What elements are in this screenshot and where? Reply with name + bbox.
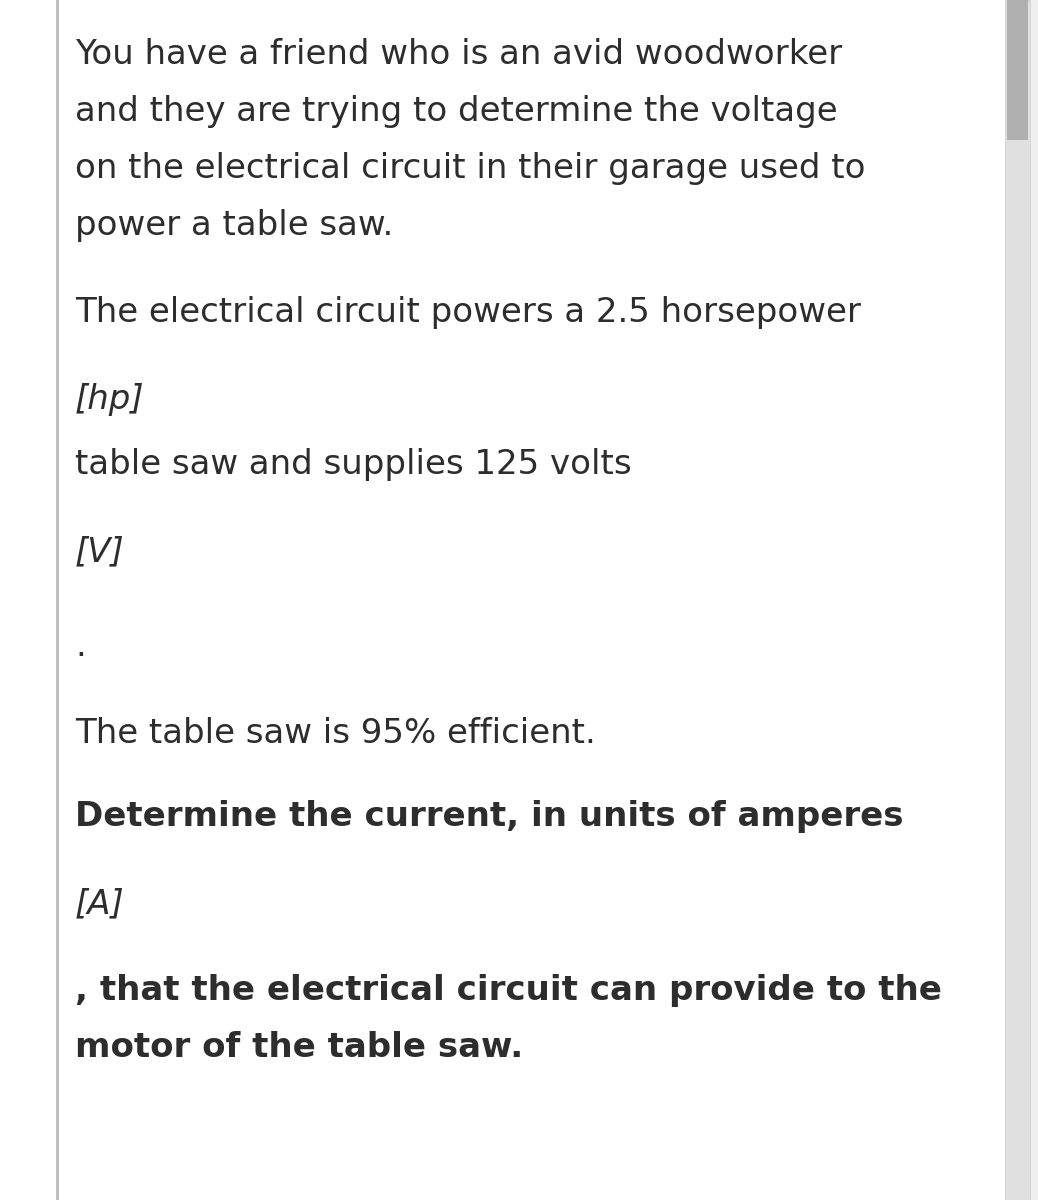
Text: [A]: [A] <box>75 887 125 920</box>
Text: on the electrical circuit in their garage used to: on the electrical circuit in their garag… <box>75 152 866 185</box>
Text: The table saw is 95% efficient.: The table saw is 95% efficient. <box>75 716 596 750</box>
Bar <box>1005 0 1030 1200</box>
Text: [V]: [V] <box>75 535 125 568</box>
Text: power a table saw.: power a table saw. <box>75 209 393 242</box>
Text: The electrical circuit powers a 2.5 horsepower: The electrical circuit powers a 2.5 hors… <box>75 296 861 329</box>
Text: and they are trying to determine the voltage: and they are trying to determine the vol… <box>75 95 838 128</box>
Bar <box>1007 0 1028 140</box>
Text: You have a friend who is an avid woodworker: You have a friend who is an avid woodwor… <box>75 38 842 71</box>
Text: Determine the current, in units of amperes: Determine the current, in units of amper… <box>75 800 903 833</box>
Text: , that the electrical circuit can provide to the: , that the electrical circuit can provid… <box>75 974 941 1007</box>
Text: .: . <box>75 630 86 662</box>
Text: [hp]: [hp] <box>75 383 144 416</box>
Text: motor of the table saw.: motor of the table saw. <box>75 1031 523 1064</box>
Text: table saw and supplies 125 volts: table saw and supplies 125 volts <box>75 448 632 481</box>
